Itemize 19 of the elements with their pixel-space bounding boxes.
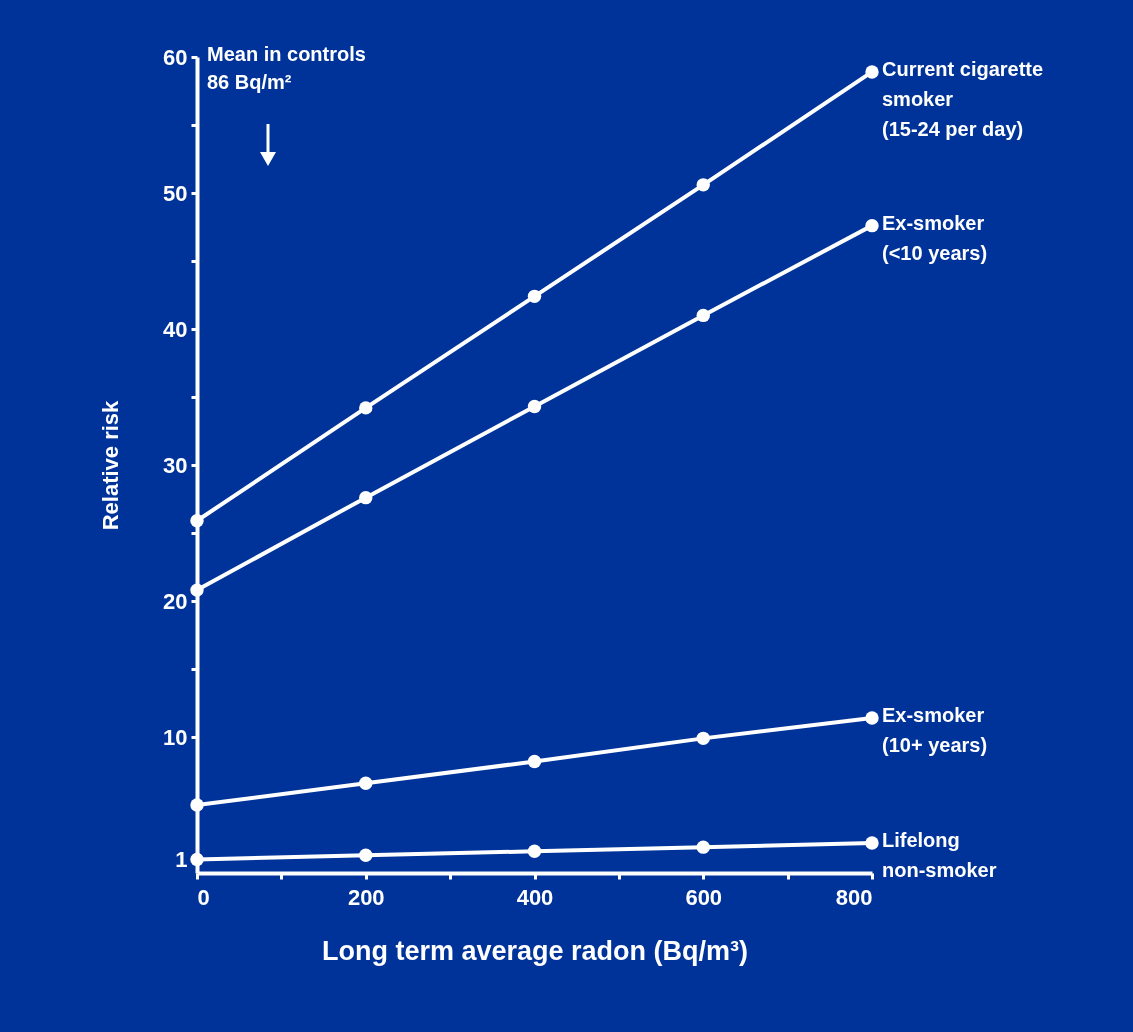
y-axis-title: Relative risk <box>98 399 124 531</box>
y-tick-label: 1 <box>175 846 188 872</box>
annotation: Mean in controls 86 Bq/m² <box>207 43 366 93</box>
series-label: Ex-smoker (10+ years) <box>882 703 988 756</box>
y-tick-label: 40 <box>163 316 188 342</box>
x-tick-label: 800 <box>835 884 873 910</box>
x-tick-label: 600 <box>685 884 723 910</box>
x-tick-label: 400 <box>516 884 554 910</box>
y-tick-label: 50 <box>163 180 188 206</box>
series-label: Current cigarette smoker (15-24 per day) <box>882 57 1044 140</box>
y-tick-label: 30 <box>163 452 188 478</box>
series-label: Lifelong non-smoker <box>882 829 997 882</box>
y-tick-label: 20 <box>163 588 188 614</box>
x-axis-title: Long term average radon (Bq/m³) <box>321 935 749 966</box>
y-tick-label: 60 <box>163 44 188 70</box>
x-tick-label: 0 <box>197 884 210 910</box>
series-label: Ex-smoker (<10 years) <box>882 211 988 264</box>
x-tick-label: 200 <box>347 884 385 910</box>
y-tick-label: 10 <box>163 724 188 750</box>
